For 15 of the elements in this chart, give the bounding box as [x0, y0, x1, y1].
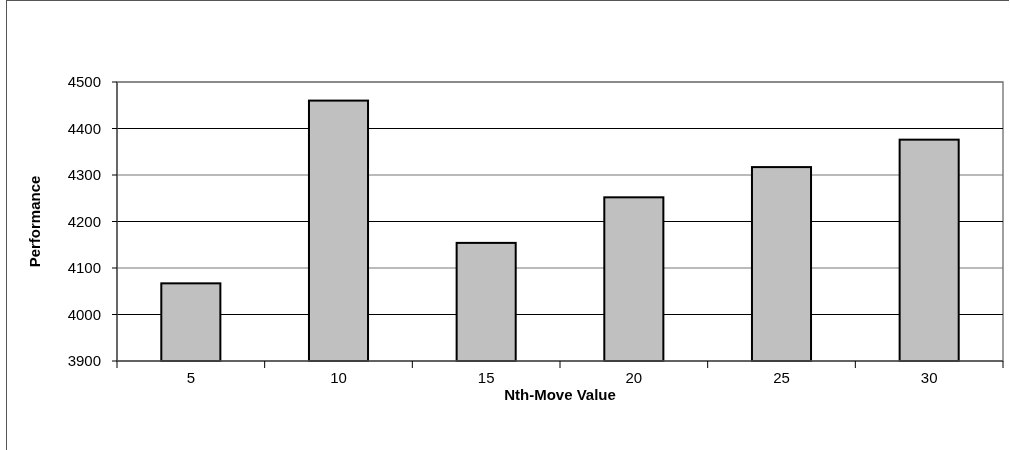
x-tick-label: 30	[920, 369, 938, 386]
y-tick-label: 4000	[67, 305, 101, 323]
x-tick-label: 25	[773, 369, 790, 386]
y-tick-label: 4400	[67, 119, 101, 137]
x-tick-label: 15	[477, 369, 495, 386]
x-axis-title: Nth-Move Value	[504, 386, 616, 403]
x-tick-label: 20	[625, 369, 643, 386]
x-tick-label: 10	[330, 369, 347, 386]
y-axis-title: Performance	[26, 175, 43, 268]
y-tick-label: 3900	[67, 352, 101, 370]
y-tick-label: 4200	[67, 212, 101, 230]
y-tick-label: 4500	[67, 73, 101, 91]
y-tick-label: 4100	[67, 259, 101, 277]
y-tick-label: 4300	[67, 166, 101, 184]
x-tick-label: 5	[186, 369, 196, 386]
